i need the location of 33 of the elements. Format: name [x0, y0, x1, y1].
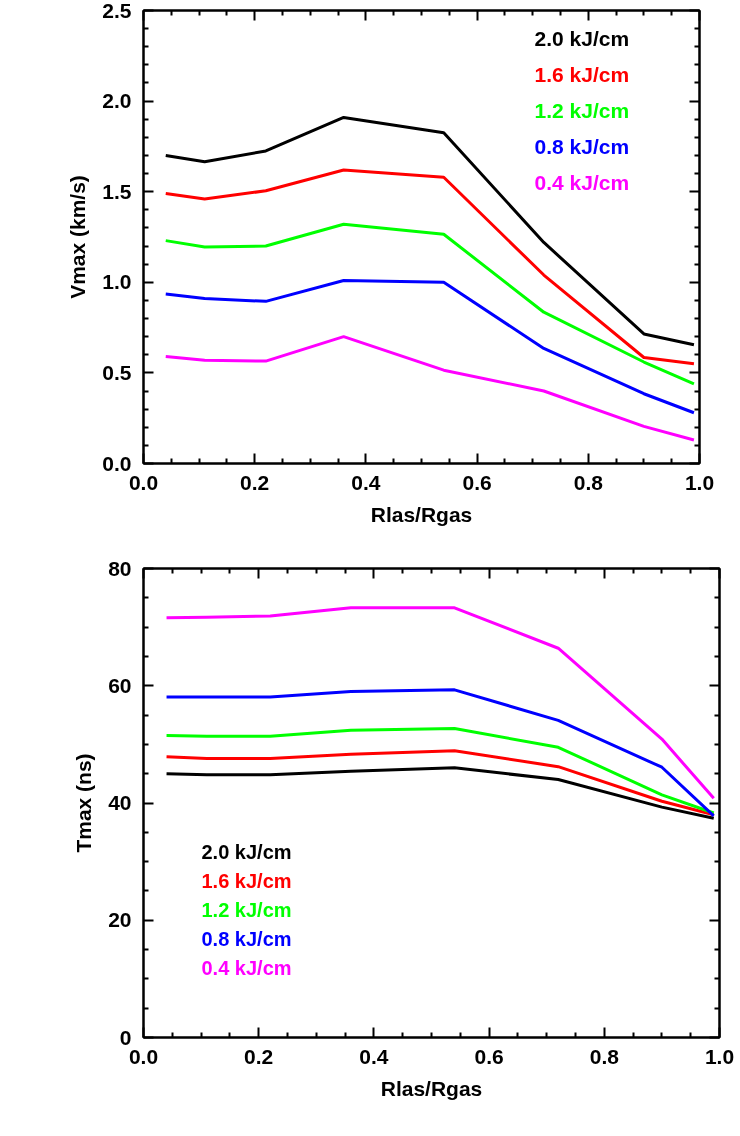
text: 2.0 kJ/cm	[201, 840, 292, 863]
x-tick-label: 0.8	[573, 470, 604, 494]
x-tick-label: 0.6	[474, 1044, 504, 1068]
y-tick-label: 0.5	[102, 360, 132, 384]
text: 1.2 kJ/cm	[534, 99, 630, 122]
text: 1.6 kJ/cm	[534, 63, 630, 86]
x-tick-label: 1.0	[684, 470, 715, 494]
legend-label: 2.0 kJ/cm	[534, 27, 630, 50]
text: 0.8 kJ/cm	[534, 135, 630, 158]
y-tick-label: 2.5	[102, 0, 132, 22]
x-axis-title: Rlas/Rgas	[380, 1076, 483, 1100]
y-tick-label: 1.5	[102, 179, 132, 203]
text: 1.6 kJ/cm	[201, 869, 292, 892]
x-tick-label: 0.2	[244, 1044, 274, 1068]
x-tick-label: 0.6	[462, 470, 492, 494]
text: 0.4 kJ/cm	[534, 171, 630, 194]
text: 1.2 kJ/cm	[201, 898, 292, 921]
y-tick-label: 20	[108, 908, 132, 932]
text: 0.8 kJ/cm	[201, 927, 292, 950]
y-tick-label: 40	[108, 791, 132, 814]
x-tick-label: 0.4	[351, 470, 381, 494]
y-tick-label: 1.0	[102, 270, 132, 294]
x-tick-label: 1.0	[704, 1044, 735, 1068]
x-tick-label: 0.4	[359, 1044, 389, 1068]
y-tick-label: 60	[108, 673, 132, 697]
x-tick-label: 0.8	[589, 1044, 620, 1068]
y-axis-title: Vmax (km/s)	[66, 175, 90, 299]
x-tick-label: 0.2	[240, 470, 270, 494]
x-axis-title: Rlas/Rgas	[370, 502, 473, 526]
text: 0.4 kJ/cm	[201, 956, 292, 979]
y-tick-label: 80	[108, 556, 132, 580]
y-tick-label: 2.0	[102, 89, 132, 113]
y-axis-title: Tmax (ns)	[72, 753, 96, 853]
